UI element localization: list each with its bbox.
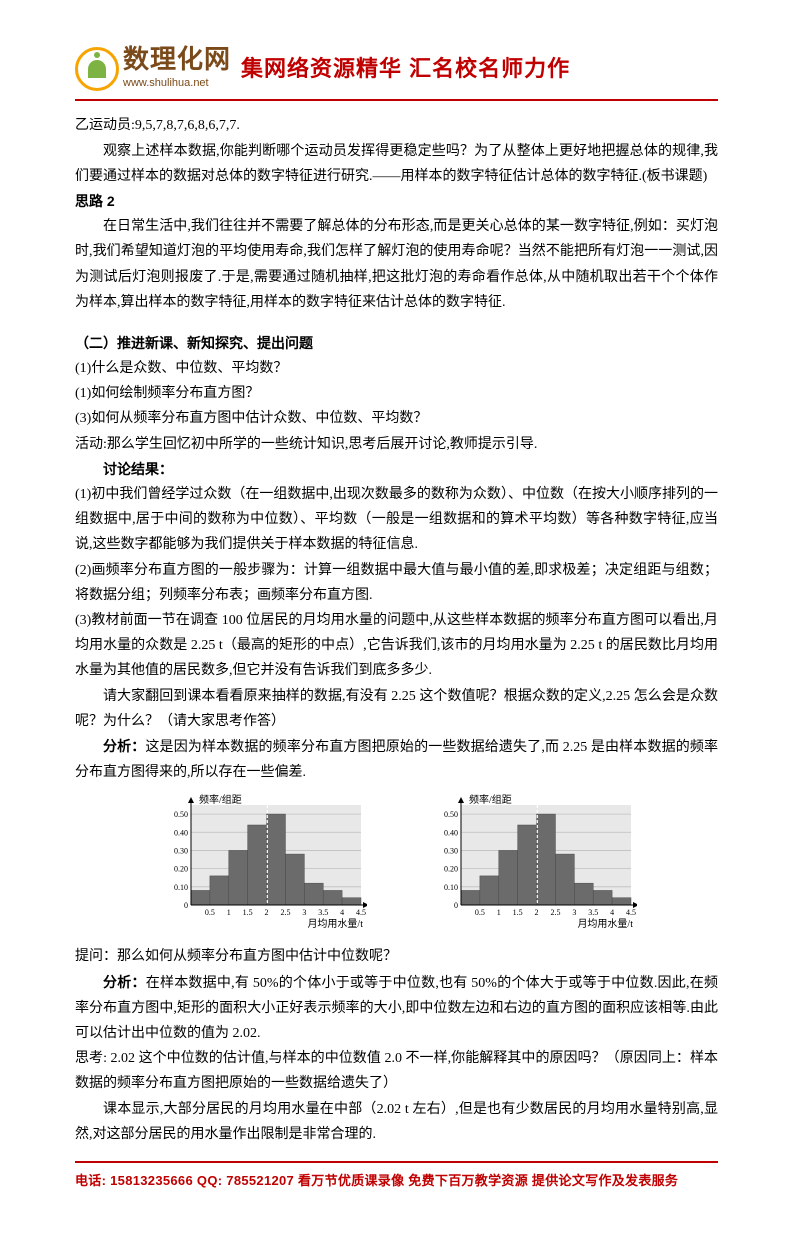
svg-text:频率/组距: 频率/组距 bbox=[199, 793, 242, 806]
para-observe: 观察上述样本数据,你能判断哪个运动员发挥得更稳定些吗？为了从整体上更好地把握总体… bbox=[75, 139, 718, 189]
logo-text-block: 数理化网 www.shulihua.net bbox=[123, 45, 231, 93]
para-daily-life: 在日常生活中,我们往往并不需要了解总体的分布形态,而是更关心总体的某一数字特征,… bbox=[75, 214, 718, 315]
para-analysis-2: 分析：在样本数据中,有 50%的个体小于或等于中位数,也有 50%的个体大于或等… bbox=[75, 970, 718, 1047]
svg-text:月均用水量/t: 月均用水量/t bbox=[307, 918, 363, 930]
discuss-1: (1)初中我们曾经学过众数（在一组数据中,出现次数最多的数称为众数）、中位数（在… bbox=[75, 482, 718, 558]
header-slogan: 集网络资源精华 汇名校名师力作 bbox=[241, 49, 570, 89]
analysis-text-1: 这是因为样本数据的频率分布直方图把原始的一些数据给遗失了,而 2.25 是由样本… bbox=[75, 740, 718, 780]
histogram-right: 0 0.10 0.20 0.30 0.40 0.50 0.5 1 1.5 2 2.5 3 3.5 4 4.5… bbox=[427, 791, 637, 940]
discuss-3: (3)教材前面一节在调查 100 位居民的月均用水量的问题中,从这些样本数据的频… bbox=[75, 608, 718, 684]
svg-text:0.40: 0.40 bbox=[444, 829, 458, 838]
footer-tel-label: 电话: bbox=[75, 1173, 106, 1188]
svg-text:3: 3 bbox=[572, 908, 576, 917]
divider-top bbox=[75, 99, 718, 101]
svg-text:2: 2 bbox=[264, 908, 268, 917]
svg-text:0.20: 0.20 bbox=[444, 865, 458, 874]
svg-text:0.10: 0.10 bbox=[174, 883, 188, 892]
heading-section-2: （二）推进新课、新知探究、提出问题 bbox=[75, 331, 718, 356]
para-question: 提问：那么如何从频率分布直方图中估计中位数呢？ bbox=[75, 944, 718, 969]
para-analysis-1: 分析：这是因为样本数据的频率分布直方图把原始的一些数据给遗失了,而 2.25 是… bbox=[75, 734, 718, 785]
heading-silu2: 思路 2 bbox=[75, 189, 718, 214]
footer-text: 看万节优质课录像 免费下百万教学资源 提供论文写作及发表服务 bbox=[298, 1173, 678, 1188]
svg-text:2.5: 2.5 bbox=[280, 908, 290, 917]
svg-text:3.5: 3.5 bbox=[588, 908, 598, 917]
svg-text:0.5: 0.5 bbox=[474, 908, 484, 917]
svg-text:4: 4 bbox=[340, 908, 344, 917]
page: 数理化网 www.shulihua.net 集网络资源精华 汇名校名师力作 乙运… bbox=[0, 0, 793, 1247]
svg-text:0.5: 0.5 bbox=[204, 908, 214, 917]
para-ask: 请大家翻回到课本看看原来抽样的数据,有没有 2.25 这个数值呢？根据众数的定义… bbox=[75, 684, 718, 734]
svg-text:0.40: 0.40 bbox=[174, 829, 188, 838]
svg-text:4: 4 bbox=[610, 908, 614, 917]
svg-text:1.5: 1.5 bbox=[242, 908, 252, 917]
svg-text:1: 1 bbox=[496, 908, 500, 917]
svg-text:2.5: 2.5 bbox=[550, 908, 560, 917]
footer-qq: 785521207 bbox=[226, 1173, 294, 1188]
svg-text:0.30: 0.30 bbox=[444, 847, 458, 856]
svg-text:4.5: 4.5 bbox=[626, 908, 636, 917]
svg-text:0.10: 0.10 bbox=[444, 883, 458, 892]
page-footer: 电话: 15813235666 QQ: 785521207 看万节优质课录像 免… bbox=[75, 1169, 718, 1192]
divider-bottom bbox=[75, 1161, 718, 1163]
logo-title: 数理化网 bbox=[123, 45, 231, 74]
svg-text:0: 0 bbox=[454, 901, 458, 910]
histogram-left: 0 0.10 0.20 0.30 0.40 0.50 0.5 1 1.5 2 2.5 3 3.5 4 4.5… bbox=[157, 791, 367, 940]
svg-text:2: 2 bbox=[534, 908, 538, 917]
logo-icon bbox=[75, 47, 119, 91]
footer-tel: 15813235666 bbox=[110, 1173, 193, 1188]
logo-url: www.shulihua.net bbox=[123, 74, 231, 94]
activity-text: 活动:那么学生回忆初中所学的一些统计知识,思考后展开讨论,教师提示引导. bbox=[75, 432, 718, 457]
analysis-label-2: 分析： bbox=[103, 974, 146, 990]
svg-text:0: 0 bbox=[184, 901, 188, 910]
svg-text:月均用水量/t: 月均用水量/t bbox=[577, 918, 633, 930]
question-1: (1)什么是众数、中位数、平均数？ bbox=[75, 356, 718, 381]
svg-text:0.50: 0.50 bbox=[444, 810, 458, 819]
svg-text:频率/组距: 频率/组距 bbox=[469, 793, 512, 806]
page-header: 数理化网 www.shulihua.net 集网络资源精华 汇名校名师力作 bbox=[75, 45, 718, 93]
svg-text:1.5: 1.5 bbox=[512, 908, 522, 917]
svg-text:0.50: 0.50 bbox=[174, 810, 188, 819]
svg-text:0.30: 0.30 bbox=[174, 847, 188, 856]
svg-text:3.5: 3.5 bbox=[318, 908, 328, 917]
histogram-charts: 00.100.200.300.400.500.511.522.533.544.5… bbox=[75, 791, 718, 940]
svg-text:4.5: 4.5 bbox=[356, 908, 366, 917]
discuss-2: (2)画频率分布直方图的一般步骤为：计算一组数据中最大值与最小值的差,即求极差；… bbox=[75, 558, 718, 608]
para-think: 思考: 2.02 这个中位数的估计值,与样本的中位数值 2.0 不一样,你能解释… bbox=[75, 1046, 718, 1096]
document-body: 乙运动员:9,5,7,8,7,6,8,6,7,7. 观察上述样本数据,你能判断哪… bbox=[75, 113, 718, 1147]
svg-text:3: 3 bbox=[302, 908, 306, 917]
footer-qq-label: QQ: bbox=[197, 1173, 222, 1188]
para-athlete-b: 乙运动员:9,5,7,8,7,6,8,6,7,7. bbox=[75, 113, 718, 138]
heading-discuss: 讨论结果： bbox=[75, 457, 718, 482]
svg-text:0.20: 0.20 bbox=[174, 865, 188, 874]
question-3: (3)如何从频率分布直方图中估计众数、中位数、平均数？ bbox=[75, 406, 718, 431]
svg-text:1: 1 bbox=[226, 908, 230, 917]
site-logo: 数理化网 www.shulihua.net bbox=[75, 45, 231, 93]
analysis-text-2: 在样本数据中,有 50%的个体小于或等于中位数,也有 50%的个体大于或等于中位… bbox=[75, 976, 718, 1041]
analysis-label-1: 分析： bbox=[103, 738, 145, 754]
question-2: (1)如何绘制频率分布直方图？ bbox=[75, 381, 718, 406]
